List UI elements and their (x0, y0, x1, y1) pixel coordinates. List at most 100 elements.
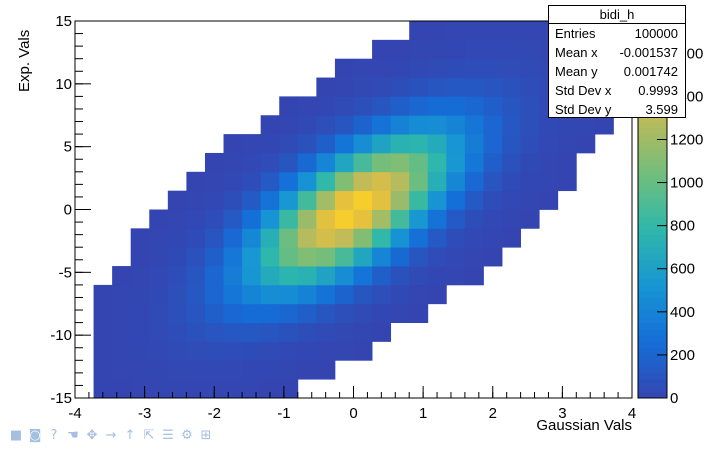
palette-segment (638, 259, 667, 267)
stat-value: -0.001537 (619, 45, 678, 60)
stat-label: Entries (555, 26, 596, 41)
heatmap-bin (464, 77, 484, 97)
heatmap-bin (409, 284, 429, 305)
heatmap-bin (464, 247, 484, 267)
heatmap-bin (353, 134, 373, 154)
heatmap-bin (483, 115, 503, 135)
heatmap-bin (520, 134, 540, 154)
heatmap-bin (427, 134, 447, 154)
settings-icon[interactable]: ⚙ (181, 427, 193, 443)
heatmap-bin (223, 209, 243, 229)
arrow-up-icon[interactable]: ↑ (124, 427, 136, 443)
heatmap-bin (93, 341, 113, 361)
stat-value: 0.9993 (638, 83, 678, 98)
heatmap-bin (372, 266, 392, 286)
heatmap-bin (353, 284, 373, 305)
heatmap-bin (502, 77, 521, 97)
heatmap-bin (112, 341, 132, 361)
heatmap-bin (316, 360, 336, 380)
help-icon[interactable]: ? (50, 427, 58, 443)
heatmap-bin (279, 134, 299, 154)
heatmap-bin (427, 190, 447, 210)
heatmap-bin (483, 21, 503, 41)
heatmap-bin (427, 228, 447, 248)
heatmap-bin (260, 228, 280, 248)
x-tick-label: -3 (138, 405, 151, 422)
heatmap-bin (464, 266, 484, 286)
stat-label: Std Dev x (555, 83, 612, 98)
heatmap-bin (167, 209, 187, 229)
stat-value: 100000 (634, 26, 678, 41)
heatmap-bin (316, 209, 336, 229)
heatmap-bin (167, 266, 187, 286)
palette-segment (638, 152, 667, 160)
palette-segment (638, 140, 667, 148)
palette-segment (638, 372, 667, 380)
heatmap-bin (112, 360, 132, 380)
heatmap-bin (390, 284, 410, 305)
heatmap-bin (204, 152, 224, 173)
camera-icon[interactable]: ◙ (28, 427, 42, 443)
heatmap-bin (427, 77, 447, 97)
heatmap-bin (409, 266, 429, 286)
heatmap-bin (204, 171, 224, 192)
heatmap-bin (409, 77, 429, 97)
heatmap-bin (334, 341, 354, 361)
heatmap-bin (297, 190, 317, 210)
zoom-icon[interactable]: ⇱ (143, 427, 155, 443)
palette-segment (638, 121, 667, 129)
move-icon[interactable]: ✥ (86, 427, 98, 443)
x-tick-label: -1 (277, 405, 290, 422)
y-axis-label: Exp. Vals (16, 30, 33, 92)
palette-segment (638, 184, 667, 192)
palette-segment (638, 146, 667, 154)
heatmap-bin (539, 115, 559, 135)
heatmap-bin (372, 152, 392, 173)
stat-label: Mean y (555, 64, 598, 79)
heatmap-bin (409, 21, 429, 41)
palette-segment (638, 203, 667, 210)
palette-segment (638, 178, 667, 185)
palette-segment (638, 222, 667, 229)
x-axis: -4 -3 -2 -1 0 1 2 3 4 (68, 386, 636, 422)
heatmap-bin (186, 341, 206, 361)
heatmap-bin (260, 284, 280, 305)
heatmap-bin (334, 247, 354, 267)
heatmap-bin (316, 341, 336, 361)
heatmap-bin (427, 266, 447, 286)
heatmap-bin (409, 303, 429, 323)
heatmap-bin (223, 379, 243, 399)
heatmap-bin (576, 134, 596, 154)
stop-icon[interactable]: ■ (9, 427, 23, 443)
arrow-right-icon[interactable]: → (105, 427, 117, 443)
heatmap-bin (297, 303, 317, 323)
heatmap-bin (186, 266, 206, 286)
heatmap-bin (223, 322, 243, 342)
heatmap-bin (223, 171, 243, 192)
heatmap-bin (242, 341, 262, 361)
palette-segment (638, 310, 667, 317)
grid-icon[interactable]: ⊞ (200, 427, 212, 443)
y-tick-label: 10 (55, 76, 72, 93)
heatmap-bin (167, 360, 187, 380)
heatmap-bin (409, 171, 429, 192)
heatmap-bin (204, 322, 224, 342)
stat-label: Std Dev y (555, 102, 612, 117)
heatmap-bin (372, 284, 392, 305)
stats-box[interactable]: bidi_h Entries 100000 Mean x -0.001537 M… (548, 5, 686, 118)
heatmap-bin (130, 379, 150, 399)
heatmap-bin (446, 228, 466, 248)
stat-row-mean-x: Mean x -0.001537 (549, 43, 685, 62)
heatmap-bin (112, 379, 132, 399)
palette-segment (638, 366, 667, 374)
list-icon[interactable]: ☰ (162, 427, 174, 443)
heatmap-bin (316, 115, 336, 135)
heatmap-bin (223, 341, 243, 361)
heatmap-bin (334, 96, 354, 116)
heatmap-bin (149, 247, 169, 267)
heatmap-bin (334, 115, 354, 135)
heatmap-bin (130, 284, 150, 305)
heatmap-bin (427, 284, 447, 305)
pointer-icon[interactable]: ☚ (67, 427, 79, 443)
heatmap-bin (446, 39, 466, 60)
